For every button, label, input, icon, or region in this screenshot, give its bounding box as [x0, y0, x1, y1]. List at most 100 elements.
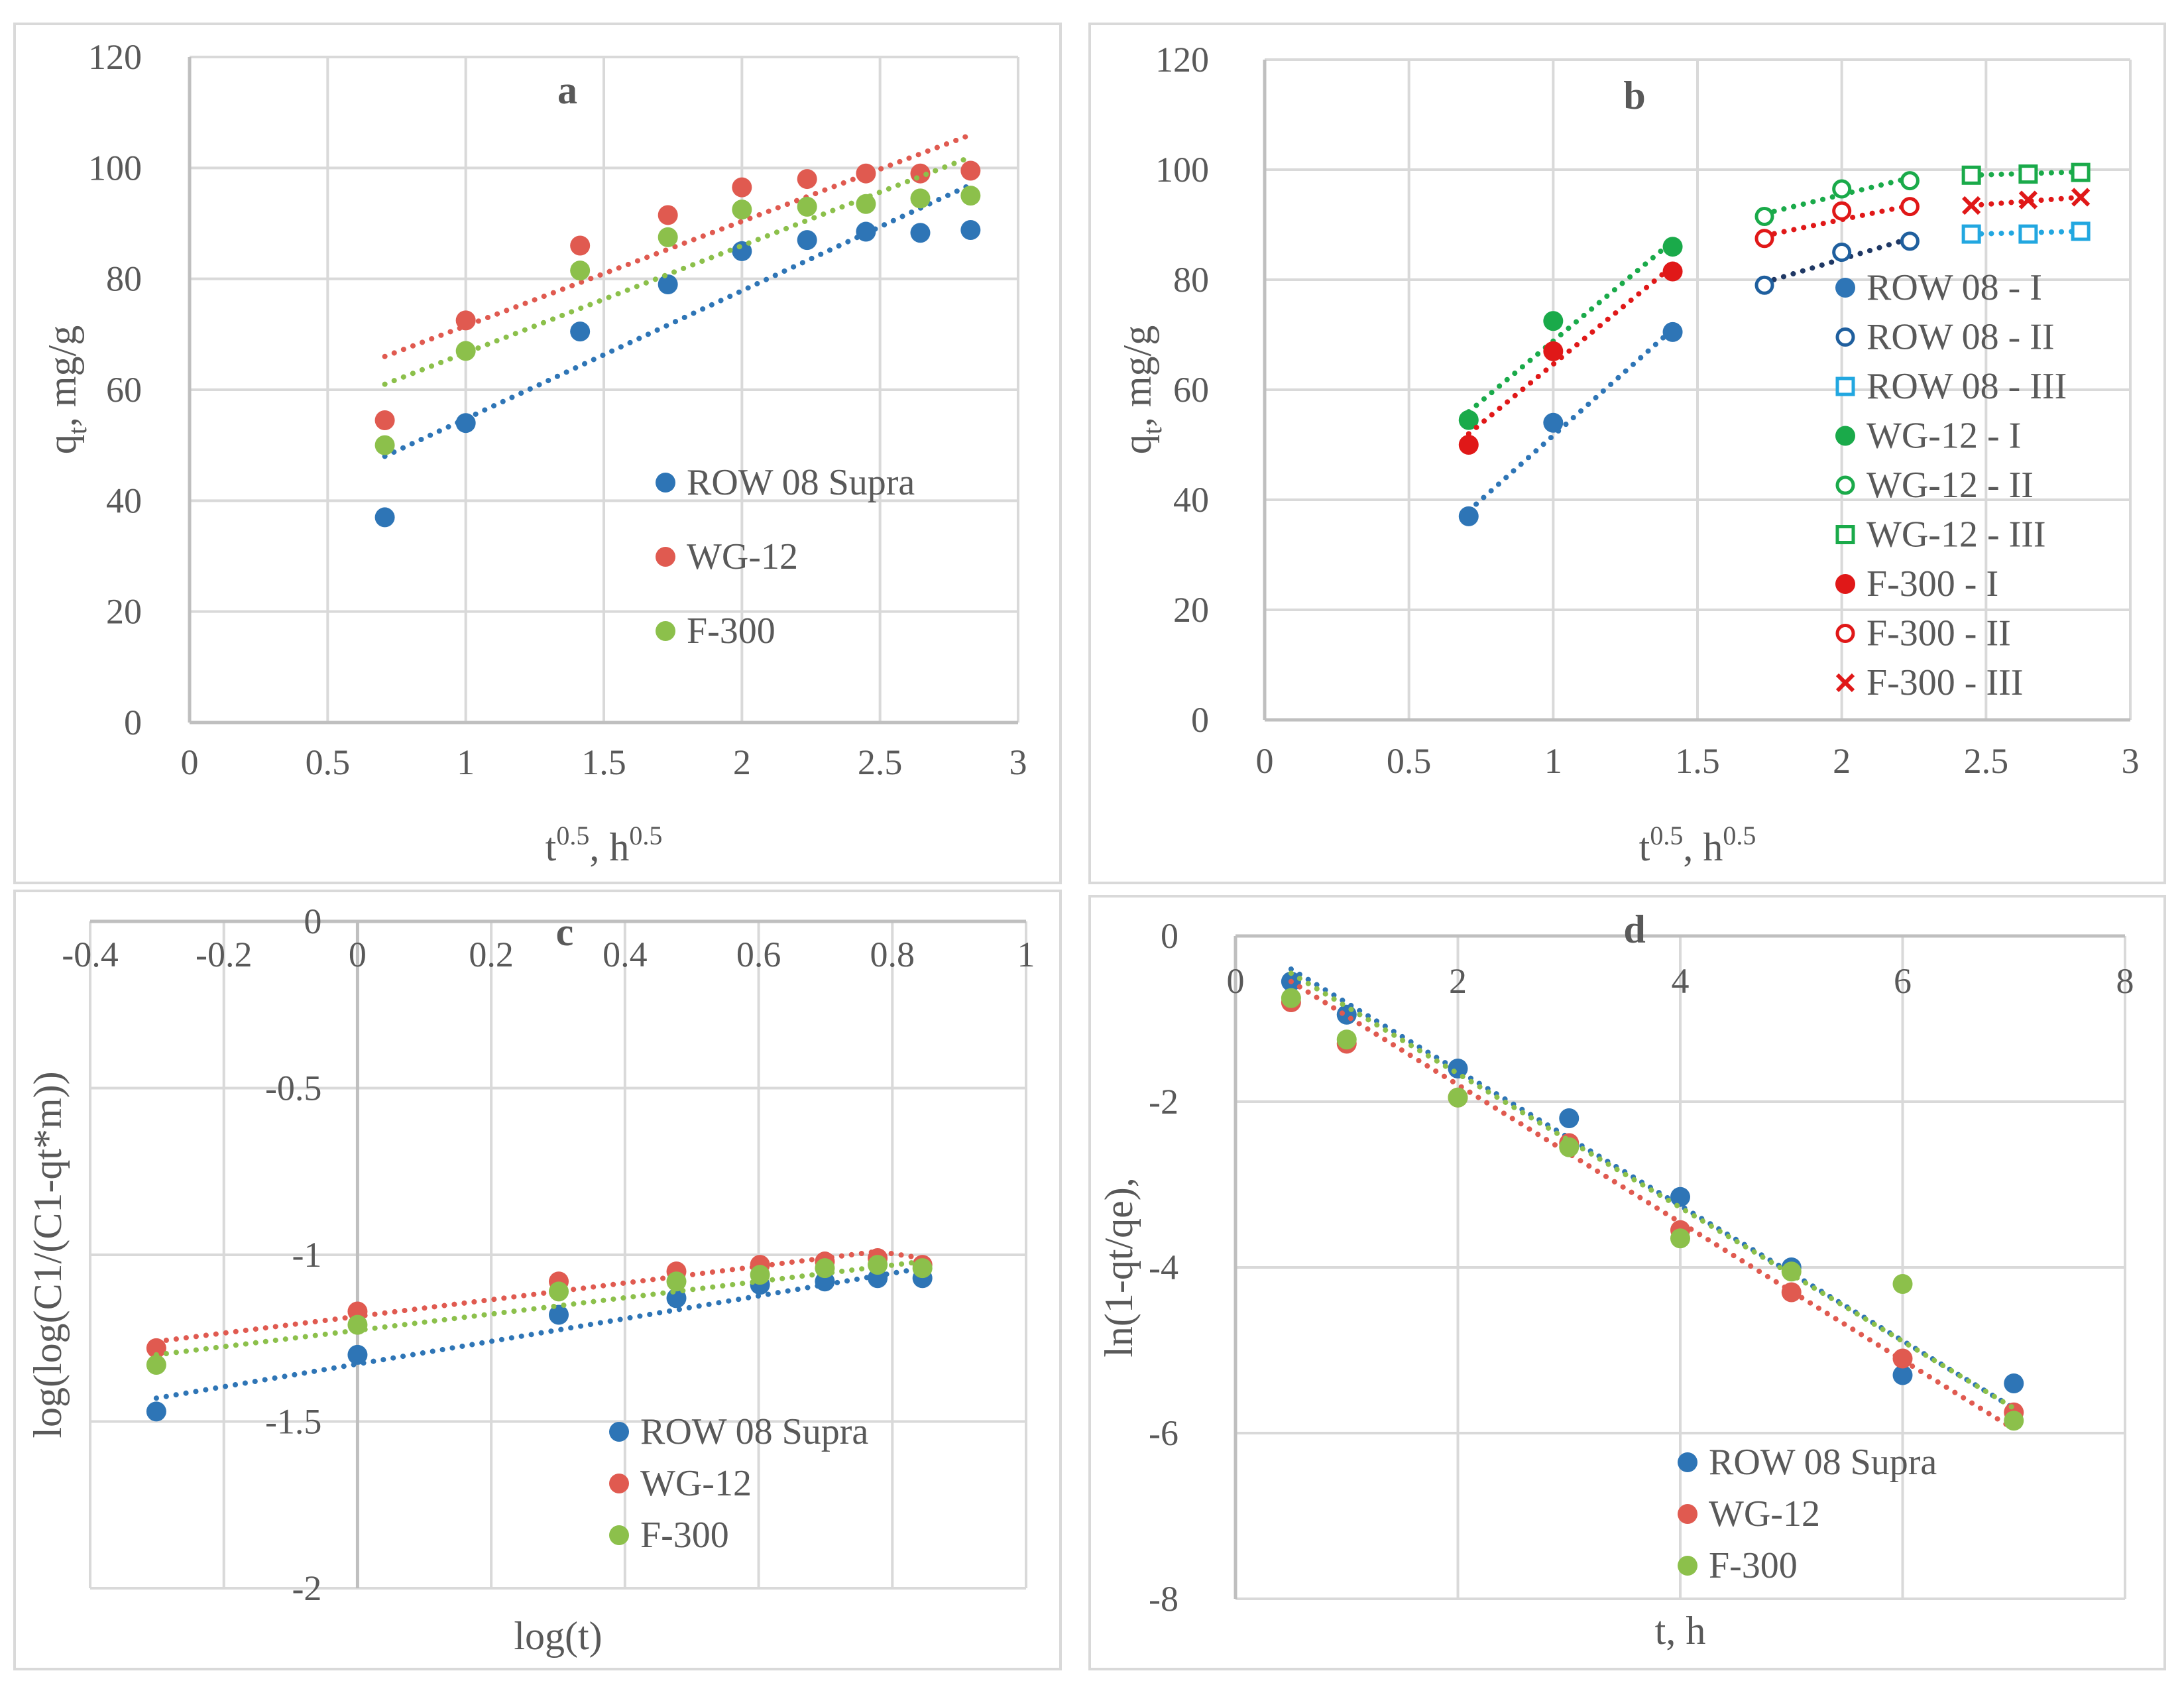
- chart-a-xtick-label-4: 2: [733, 742, 751, 782]
- chart-a-point-0-5: [797, 230, 817, 251]
- chart-a-point-1-6: [856, 163, 876, 184]
- chart-panel-a: 0 0.5 1 1.5 2 2.5 3 0 20 40 60 80 100 120 a t0.5, h0.5 q…: [13, 23, 1062, 884]
- chart-b-legend-label-5: WG-12 - III: [1867, 514, 2046, 555]
- chart-a-point-2-7: [910, 188, 931, 209]
- chart-b-ylabel: qt, mg/g: [1116, 325, 1167, 454]
- chart-c-xtick-label-1: -0.2: [196, 935, 252, 974]
- chart-c-legend: ROW 08 Supra WG-12 F-300: [609, 1411, 868, 1556]
- chart-a-point-1-5: [797, 169, 817, 190]
- chart-c-axes: [90, 919, 1026, 1588]
- chart-b-trendline-6: [1466, 263, 1676, 437]
- chart-d-ylabel: ln(1-qt/qe),: [1097, 1177, 1141, 1358]
- chart-b-ytick-label-4: 80: [1173, 260, 1209, 300]
- chart-a-point-2-1: [455, 341, 476, 361]
- chart-a-panel-letter: a: [557, 68, 577, 112]
- chart-b-series-1: [1754, 231, 1920, 295]
- chart-d-ytick-label-4: -8: [1149, 1579, 1178, 1619]
- chart-b-xtick-label-1: 0.5: [1387, 741, 1432, 781]
- chart-a-xtick-label-6: 3: [1009, 742, 1027, 782]
- chart-d-legend: ROW 08 Supra WG-12 F-300: [1678, 1442, 1937, 1586]
- chart-b-legend-label-3: WG-12 - I: [1867, 416, 2021, 457]
- chart-a-point-0-0: [374, 507, 395, 528]
- chart-b-point-7-0: [1754, 229, 1774, 249]
- chart-c-xtick-label-2: 0: [349, 935, 367, 974]
- chart-b-point-0-2: [1662, 321, 1683, 342]
- chart-c-point-2-5: [815, 1258, 835, 1279]
- chart-d-xlabel: t, h: [1655, 1609, 1706, 1653]
- chart-a-point-1-3: [658, 205, 678, 225]
- chart-b-legend-label-0: ROW 08 - I: [1867, 267, 2042, 308]
- chart-a-point-0-8: [960, 220, 981, 241]
- chart-b-trendline-3: [1466, 238, 1676, 415]
- chart-a-point-1-0: [374, 410, 395, 431]
- chart-d-legend-swatch-1: [1678, 1504, 1697, 1524]
- chart-d-point-2-5: [1781, 1261, 1802, 1282]
- chart-c-xtick-label-3: 0.2: [469, 935, 514, 974]
- chart-a-xtick-label-0: 0: [181, 742, 199, 782]
- chart-b-xtick-label-4: 2: [1833, 741, 1851, 781]
- chart-b-point-0-1: [1543, 412, 1564, 433]
- chart-b-ytick-label-0: 0: [1191, 700, 1209, 740]
- chart-a-xlabel-sup2: 0.5: [629, 821, 662, 850]
- chart-b-series-0: [1458, 321, 1683, 526]
- chart-a-tick-labels: 0 0.5 1 1.5 2 2.5 3 0 20 40 60 80 100 120: [88, 37, 1027, 782]
- chart-d-axes: [1234, 934, 2125, 1599]
- chart-b-series-8: [1962, 188, 2091, 215]
- chart-d-xtick-label-2: 4: [1672, 961, 1690, 1001]
- chart-c-xtick-label-4: 0.4: [603, 935, 648, 974]
- chart-b-legend-label-6: F-300 - I: [1867, 563, 1998, 605]
- chart-d-panel-letter: d: [1623, 907, 1645, 951]
- chart-c-legend-label-2: F-300: [640, 1515, 729, 1556]
- chart-b-legend-swatch-1: [1835, 327, 1855, 347]
- chart-b-point-6-0: [1458, 435, 1479, 455]
- chart-b-point-7-1: [1832, 201, 1852, 221]
- chart-b-point-8-0: [1962, 196, 1981, 215]
- chart-b-legend-swatch-4: [1835, 475, 1855, 495]
- chart-b-xtick-label-3: 1.5: [1675, 741, 1720, 781]
- chart-a-ytick-label-3: 60: [106, 370, 142, 410]
- chart-c-ytick-label-4: -2: [292, 1568, 321, 1608]
- chart-b-xtick-label-0: 0: [1256, 741, 1274, 781]
- chart-a-point-2-3: [658, 227, 678, 247]
- chart-c-point-0-2: [549, 1305, 569, 1325]
- chart-a-legend-label-0: ROW 08 Supra: [687, 462, 915, 503]
- chart-b-legend: ROW 08 - I ROW 08 - II ROW 08 - III WG-12 -…: [1835, 267, 2067, 703]
- chart-a-point-0-7: [910, 223, 931, 243]
- chart-d-ytick-label-1: -2: [1149, 1082, 1178, 1122]
- chart-a-point-0-2: [570, 321, 591, 342]
- chart-b-point-4-0: [1754, 207, 1774, 227]
- chart-a-point-1-8: [960, 160, 981, 181]
- chart-a-xlabel-mid: , h: [589, 825, 629, 869]
- chart-b-ytick-label-1: 20: [1173, 590, 1209, 630]
- chart-a-xtick-label-1: 0.5: [306, 742, 351, 782]
- chart-c-point-2-7: [912, 1258, 933, 1279]
- chart-c-ytick-label-0: 0: [304, 901, 321, 941]
- chart-c-point-2-3: [666, 1271, 687, 1292]
- chart-b-point-6-2: [1662, 261, 1683, 282]
- chart-c-xtick-label-7: 1: [1017, 935, 1035, 974]
- chart-d-point-0-7: [2004, 1373, 2024, 1393]
- chart-b-xlabel: t0.5, h0.5: [1639, 821, 1756, 869]
- chart-b-ylabel-sub: t: [1137, 427, 1167, 434]
- chart-b-xtick-label-5: 2.5: [1964, 741, 2009, 781]
- chart-c-panel-letter: c: [556, 910, 574, 954]
- chart-a-ylabel-main: q: [40, 434, 84, 454]
- chart-a-axes: [188, 57, 1018, 725]
- chart-b-ylabel-main: q: [1116, 434, 1159, 454]
- chart-b-series-4: [1754, 171, 1920, 227]
- chart-c-tick-labels: -0.4 -0.2 0 0.2 0.4 0.6 0.8 1 0 -0.5 -1 -1.5 -2: [62, 901, 1035, 1608]
- chart-c-legend-swatch-2: [609, 1525, 629, 1545]
- chart-a-point-2-6: [856, 194, 876, 214]
- chart-b-axes: [1263, 60, 2130, 722]
- chart-b-xlabel-sup1: 0.5: [1650, 821, 1683, 850]
- chart-c-point-2-1: [347, 1314, 368, 1335]
- chart-a-ytick-label-0: 0: [124, 703, 142, 742]
- chart-d-point-1-5: [1781, 1282, 1802, 1303]
- chart-a-point-1-4: [732, 177, 752, 198]
- chart-b-series-3: [1458, 237, 1683, 430]
- chart-a-ytick-label-2: 40: [106, 481, 142, 520]
- chart-d-trendline-1: [1288, 978, 2017, 1432]
- chart-b-point-2-2: [2071, 221, 2091, 241]
- chart-b-legend-label-7: F-300 - II: [1867, 613, 2011, 654]
